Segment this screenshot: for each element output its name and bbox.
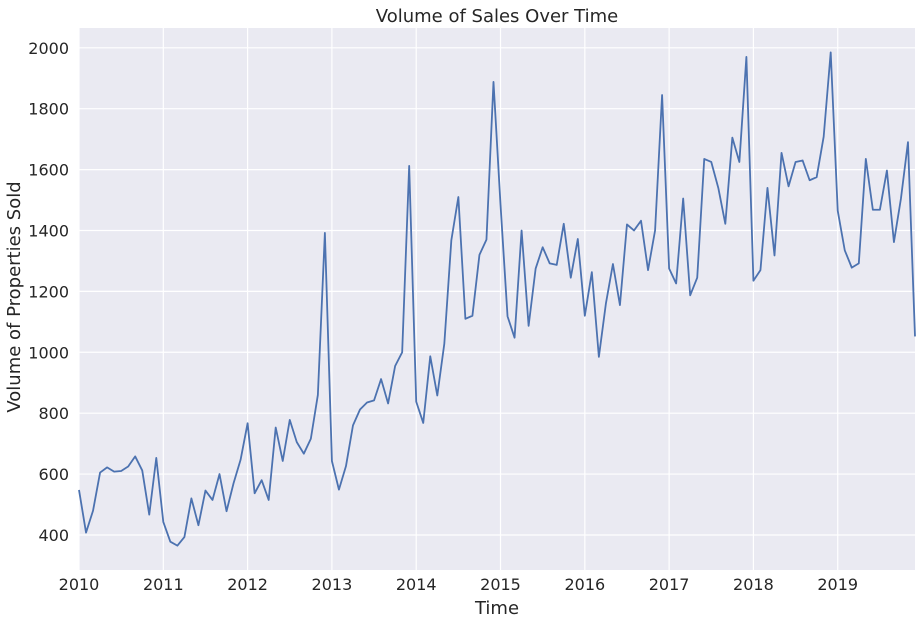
y-tick-label: 600: [38, 465, 69, 484]
x-tick-label: 2015: [480, 575, 521, 594]
x-tick-labels: 2010 2011 2012 2013 2014 2015 2016 2017 2018 2019: [59, 575, 858, 594]
y-axis-title: Volume of Properties Sold: [4, 181, 25, 412]
y-tick-label: 1800: [28, 100, 69, 119]
x-tick-label: 2016: [564, 575, 605, 594]
y-tick-label: 1400: [28, 221, 69, 240]
x-tick-label: 2018: [733, 575, 774, 594]
series-line: [78, 51, 916, 547]
y-tick-label: 2000: [28, 39, 69, 58]
chart-title: Volume of Sales Over Time: [376, 6, 618, 27]
y-tick-label: 1200: [28, 282, 69, 301]
x-tick-label: 2011: [143, 575, 184, 594]
y-tick-label: 1600: [28, 161, 69, 180]
x-tick-label: 2012: [227, 575, 268, 594]
y-tick-label: 800: [38, 404, 69, 423]
x-tick-label: 2019: [817, 575, 858, 594]
y-tick-label: 400: [38, 526, 69, 545]
x-axis-title: Time: [474, 598, 519, 619]
x-tick-label: 2013: [312, 575, 353, 594]
x-tick-label: 2010: [59, 575, 100, 594]
x-tick-label: 2014: [396, 575, 437, 594]
plot-area: [79, 28, 915, 570]
series-layer: [78, 51, 916, 547]
grid-lines: [78, 28, 915, 570]
x-tick-label: 2017: [649, 575, 690, 594]
y-tick-label: 1000: [28, 343, 69, 362]
y-tick-labels: 400 600 800 1000 1200 1400 1600 1800 2000: [28, 39, 69, 545]
